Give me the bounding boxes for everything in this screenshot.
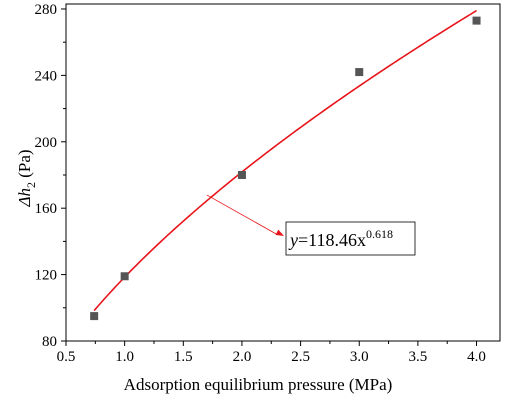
x-tick-label: 4.0 — [467, 349, 486, 365]
data-point — [237, 170, 246, 179]
annotation-arrow — [206, 194, 279, 236]
x-tick-label: 3.5 — [409, 349, 428, 365]
axes — [65, 3, 501, 342]
y-axis-title: Δh2 (Pa) — [15, 149, 38, 207]
y-tick-label: 120 — [35, 268, 58, 284]
y-axis-unit-text: (Pa) — [15, 149, 34, 177]
plot-frame — [65, 3, 501, 342]
data-points — [90, 16, 481, 321]
equation-body: =118.46x — [298, 230, 366, 250]
x-tick-label: 0.5 — [57, 349, 76, 365]
data-point — [120, 272, 129, 281]
data-point — [90, 312, 99, 321]
ticks: 0.5 1.0 1.5 2.0 2.5 3.0 3.5 4.0 80 120 160 200 240 28… — [35, 2, 486, 365]
x-tick-label: 1.0 — [115, 349, 134, 365]
y-tick-label: 280 — [35, 2, 58, 18]
equation-box — [285, 221, 416, 256]
y-tick-label: 240 — [35, 68, 58, 84]
equation-text: y=118.46x0.618 — [288, 227, 393, 250]
fit-layer — [93, 9, 477, 312]
data-point — [355, 68, 364, 77]
x-axis-title: Adsorption equilibrium pressure (MPa) — [124, 375, 393, 394]
x-tick-label: 1.5 — [174, 349, 193, 365]
annotation-arrowhead — [275, 229, 284, 236]
x-tick-label: 2.0 — [233, 349, 252, 365]
equation-annotation: y=118.46x0.618 — [206, 194, 416, 256]
x-tick-label: 3.0 — [350, 349, 369, 365]
equation-var-y: y — [288, 230, 298, 250]
y-tick-label: 160 — [35, 201, 58, 217]
y-tick-label: 80 — [42, 334, 57, 350]
fit-curve — [93, 9, 477, 312]
x-tick-label: 2.5 — [291, 349, 310, 365]
y-axis-subscript: 2 — [24, 182, 38, 188]
equation-exponent: 0.618 — [366, 227, 393, 241]
data-point — [472, 16, 481, 25]
y-axis-symbol: Δh — [15, 188, 34, 207]
y-tick-label: 200 — [35, 135, 58, 151]
